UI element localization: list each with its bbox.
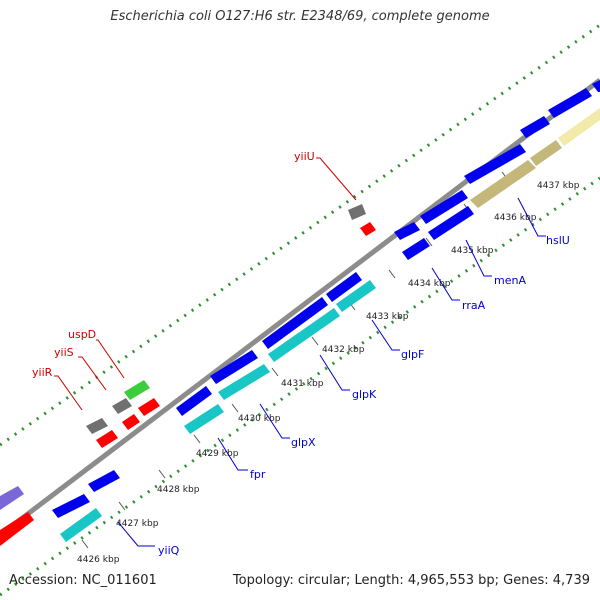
gene-label-yiiS: yiiS xyxy=(54,346,74,359)
kbp-label: 4437 kbp xyxy=(537,181,580,191)
leader-glpX xyxy=(259,403,290,439)
map-title: Escherichia coli O127:H6 str. E2348/69, … xyxy=(110,9,490,24)
kbp-tick xyxy=(231,403,239,413)
gene-red-edge xyxy=(0,512,34,546)
gene-cyan-glpK xyxy=(268,308,340,362)
leader-uspD xyxy=(96,339,125,379)
gene-cyan-glpX xyxy=(218,364,270,400)
gene-yiiQ-blue-small xyxy=(88,470,120,492)
kbp-label: 4427 kbp xyxy=(116,519,159,529)
gene-label-hslU: hslU xyxy=(546,234,570,247)
genome-backbone xyxy=(0,78,600,537)
kbp-label: 4430 kbp xyxy=(238,414,281,424)
kbp-label: 4435 kbp xyxy=(451,246,494,256)
gene-label-yiiQ: yiiQ xyxy=(158,544,180,557)
gene-purple-edge xyxy=(0,486,24,510)
edge-genes xyxy=(0,486,34,546)
gene-label-yiiU: yiiU xyxy=(294,150,315,163)
gene-rraA-lower xyxy=(402,238,430,260)
gene-red-1 xyxy=(138,398,160,416)
leader-menA xyxy=(465,239,492,277)
gene-label-uspD: uspD xyxy=(68,328,96,341)
gene-fpr-upper xyxy=(176,386,212,416)
gene-yiiU-gray xyxy=(348,204,366,220)
kbp-label: 4433 kbp xyxy=(366,312,409,322)
small-genes xyxy=(86,204,376,448)
gene-khaki-2 xyxy=(530,140,562,166)
kbp-label: 4432 kbp xyxy=(322,345,365,355)
gene-label-glpK: glpK xyxy=(352,388,377,401)
gene-label-fpr: fpr xyxy=(250,468,266,481)
leader-glpF xyxy=(371,319,400,351)
kbp-tick xyxy=(425,237,433,247)
gene-yiiS xyxy=(112,398,132,414)
gene-glpX-upper xyxy=(210,350,258,384)
kbp-label: 4434 kbp xyxy=(408,279,451,289)
kbp-label: 4426 kbp xyxy=(77,555,120,565)
gene-label-menA: menA xyxy=(494,274,526,287)
forward-strand-genes xyxy=(52,80,600,542)
gene-blue-edge-1 xyxy=(520,116,550,138)
gene-yiiQ-cyan xyxy=(60,508,102,542)
gene-menA-upper xyxy=(420,190,468,224)
gene-pale xyxy=(558,108,600,146)
gene-label-rraA: rraA xyxy=(462,299,486,312)
gene-label-glpX: glpX xyxy=(291,436,316,449)
kbp-label: 4428 kbp xyxy=(157,485,200,495)
kbp-tick xyxy=(158,469,166,479)
gene-yiiU-red xyxy=(360,222,376,236)
gene-blue-edge-3 xyxy=(592,80,600,92)
leader-yiiU xyxy=(316,157,357,201)
gene-yiiQ-blue xyxy=(52,494,90,518)
gene-red-3 xyxy=(96,430,118,448)
gene-glpF-upper xyxy=(326,272,362,302)
accession-text: Accession: NC_011601 xyxy=(9,573,157,588)
leader-yiiS xyxy=(78,356,107,391)
gene-rraA-upper xyxy=(394,222,420,240)
gene-menA-lower xyxy=(428,206,474,240)
kbp-tick xyxy=(118,501,126,511)
kbp-tick xyxy=(388,269,396,279)
leader-rraA xyxy=(431,267,460,301)
gene-blue-edge-2 xyxy=(548,88,592,118)
kbp-label: 4429 kbp xyxy=(196,449,239,459)
leader-yiiQ xyxy=(117,521,155,547)
kbp-tick xyxy=(193,434,201,444)
gene-glpK-upper xyxy=(262,297,328,349)
leader-glpK xyxy=(319,354,350,391)
leader-fpr xyxy=(217,437,248,471)
kbp-tick xyxy=(271,367,279,377)
kbp-label: 4431 kbp xyxy=(281,379,324,389)
gene-hslU-upper xyxy=(464,144,526,184)
leader-hslU xyxy=(517,197,546,237)
kbp-label: 4436 kbp xyxy=(494,213,537,223)
gene-label-yiiR: yiiR xyxy=(32,366,53,379)
gene-yiiR xyxy=(86,418,108,434)
kbp-tick xyxy=(311,336,319,346)
gene-cyan-fpr xyxy=(184,404,224,434)
gene-cyan-glpF xyxy=(336,280,376,312)
kbp-tick xyxy=(81,539,89,549)
gene-hslU-khaki xyxy=(470,160,536,208)
genome-summary-text: Topology: circular; Length: 4,965,553 bp… xyxy=(232,573,590,588)
gene-red-2 xyxy=(122,414,140,430)
gene-label-glpF: glpF xyxy=(401,348,424,361)
leader-yiiR xyxy=(54,375,83,411)
gene-uspD xyxy=(124,380,150,400)
